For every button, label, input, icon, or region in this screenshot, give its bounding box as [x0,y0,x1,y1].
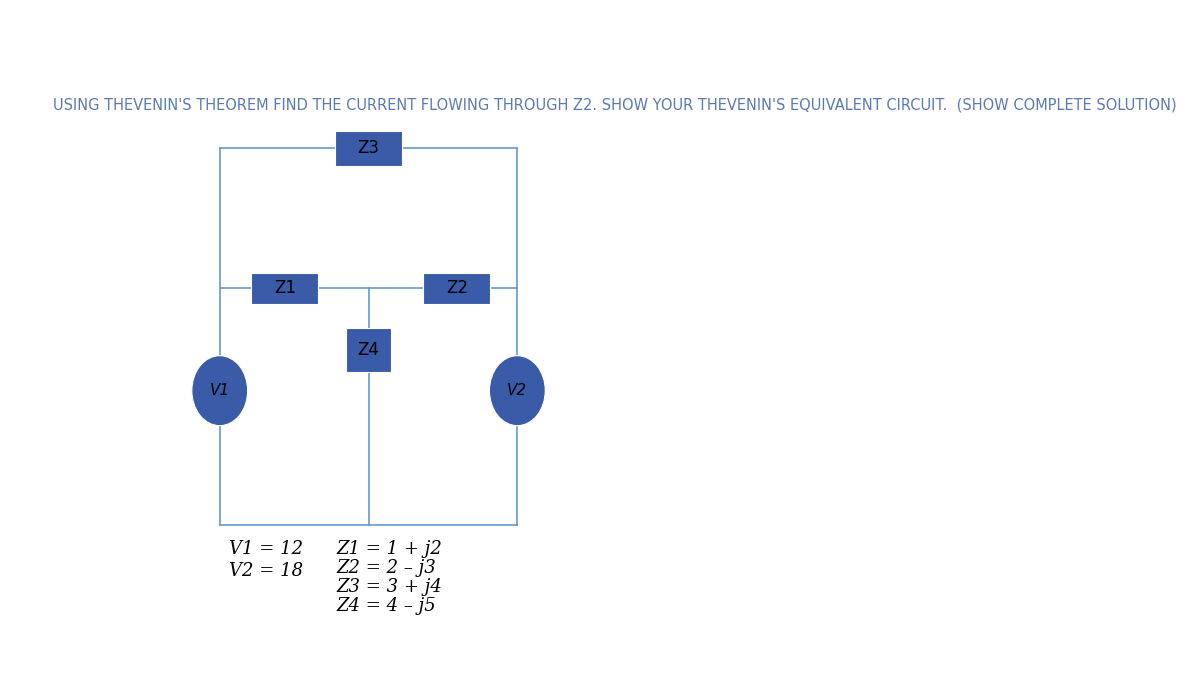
Text: V1 = 12: V1 = 12 [229,540,304,559]
FancyBboxPatch shape [424,273,491,304]
Text: Z1 = 1 + j2: Z1 = 1 + j2 [336,540,442,559]
Text: Z2 = 2 – j3: Z2 = 2 – j3 [336,559,436,577]
Text: V2: V2 [508,383,528,398]
Text: Z4: Z4 [358,341,379,359]
FancyBboxPatch shape [347,329,391,373]
Text: Z4 = 4 – j5: Z4 = 4 – j5 [336,597,436,615]
Ellipse shape [192,356,247,426]
Ellipse shape [490,356,545,426]
Text: Z1: Z1 [274,280,296,297]
FancyBboxPatch shape [335,131,402,166]
FancyBboxPatch shape [251,273,318,304]
Text: Z3 = 3 + j4: Z3 = 3 + j4 [336,578,442,596]
Text: Z2: Z2 [446,280,468,297]
Text: V2 = 18: V2 = 18 [229,562,304,580]
Text: V1: V1 [210,383,230,398]
Text: USING THEVENIN'S THEOREM FIND THE CURRENT FLOWING THROUGH Z2. SHOW YOUR THEVENIN: USING THEVENIN'S THEOREM FIND THE CURREN… [53,97,1177,113]
Text: Z3: Z3 [358,140,379,157]
